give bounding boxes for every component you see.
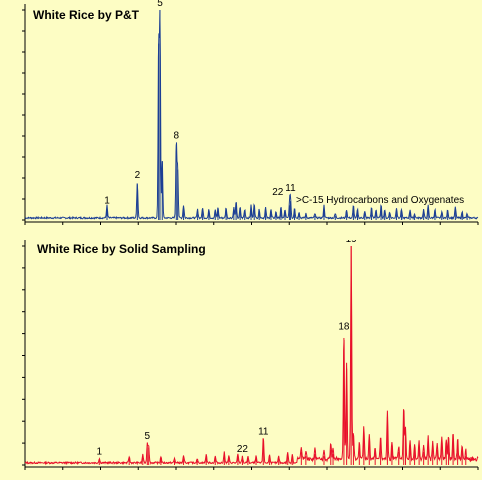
trace-line (24, 9, 479, 221)
peak-label: 18 (338, 322, 350, 333)
peak-label: 19 (346, 240, 358, 245)
chromatogram-pt-svg: 1 2 5 8 22 11 (22, 0, 479, 225)
peak-label: 11 (285, 183, 296, 194)
peak-label: 5 (157, 0, 163, 9)
chart-title-solid: White Rice by Solid Sampling (37, 242, 206, 256)
chart-panel-solid: 1 5 22 11 18 19 White Rice by Solid Sampling (0, 240, 482, 480)
peak-label: 22 (272, 187, 284, 198)
peak-label: 22 (237, 444, 249, 455)
peak-label: 11 (258, 427, 269, 438)
chromatogram-solid-svg: 1 5 22 11 18 19 (22, 240, 479, 470)
trace-line (24, 245, 479, 466)
chart-panel-pt: 1 2 5 8 22 11 White Rice by P&T >C-15 Hydroca… (22, 0, 479, 225)
peak-label: 1 (104, 195, 110, 206)
peak-label: 8 (174, 130, 180, 141)
peak-label: 2 (135, 170, 141, 181)
chart-title-pt: White Rice by P&T (33, 8, 140, 22)
peak-label: 1 (97, 446, 103, 457)
peak-label: 5 (145, 431, 151, 442)
hydrocarbons-annotation: >C-15 Hydrocarbons and Oxygenates (296, 195, 465, 206)
